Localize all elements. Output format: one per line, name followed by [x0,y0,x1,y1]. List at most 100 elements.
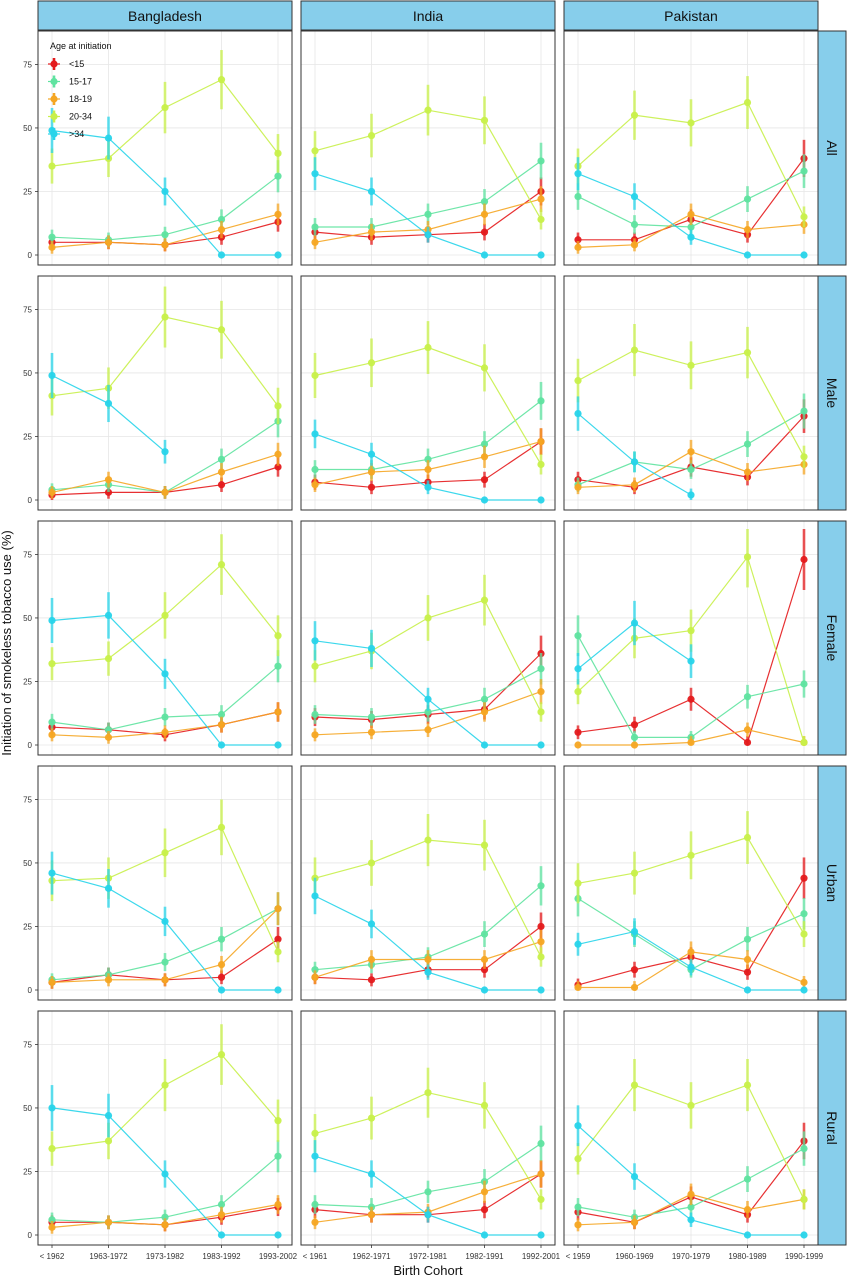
series-gt34 [574,396,695,500]
data-point [104,476,113,484]
data-point [424,1089,432,1097]
data-point [537,157,545,165]
strip-all [817,30,847,266]
series-15-17 [574,154,808,237]
data-point [48,660,56,668]
data-point [217,935,226,943]
data-point [480,228,489,236]
data-point [630,1081,639,1089]
panel-male-bangladesh: 0 25 50 75 [23,275,293,511]
x-tick-label: 1992-2001 [522,1252,561,1261]
data-point [537,688,545,696]
data-point [480,1231,489,1239]
data-point [630,220,639,229]
data-point [480,476,489,484]
data-point [311,371,319,380]
panel-border [37,30,293,266]
data-point [480,198,489,206]
data-point [630,869,639,877]
panel-all-pakistan [563,30,819,266]
series-18-19 [311,428,545,492]
panel-urban-india [300,765,556,1001]
data-point [480,440,489,448]
data-point [217,215,226,224]
legend: Age at initiation <15 15-17 18-19 20-34 >34 [48,41,112,140]
data-point [743,349,752,357]
data-point [480,596,489,604]
row-strips: All Male Female Urban Rural [817,30,847,1246]
data-point [800,930,808,938]
series-gt34 [311,621,545,749]
data-point [161,187,169,196]
data-point [367,920,376,928]
data-point [367,859,376,867]
data-point [161,1221,169,1229]
x-tick-label: < 1961 [303,1252,328,1261]
data-point [104,1218,113,1226]
legend-entry: <15 [48,58,84,70]
data-point [743,693,752,701]
legend-entry: 20-34 [48,110,92,123]
data-point [630,481,639,489]
y-tick-label: 0 [28,741,33,750]
panel-male-pakistan [563,275,819,511]
data-point [48,1145,56,1153]
x-tick-label: 1990-1999 [785,1252,824,1261]
data-point [743,195,752,203]
data-point [630,733,639,741]
data-point [217,1200,226,1209]
data-point [630,966,639,974]
data-point [537,460,545,469]
data-point [743,468,752,476]
data-point [161,488,169,496]
data-point [574,688,582,696]
data-point [574,170,582,178]
series-20-34 [311,321,545,475]
data-point [311,147,319,155]
data-point [311,1152,319,1160]
data-point [687,851,695,859]
data-point [48,718,56,726]
data-point [104,733,113,741]
data-point [48,1223,56,1231]
data-point [48,978,56,986]
data-point [161,611,169,620]
x-tick-label: 1982-1991 [465,1252,504,1261]
data-point [687,963,695,971]
data-point [574,192,582,201]
data-point [480,741,489,749]
strip-label-india: India [413,8,444,24]
x-tick-label: < 1959 [566,1252,591,1261]
data-point [424,968,432,976]
data-point [537,195,545,203]
y-tick-label: 0 [28,986,33,995]
panel-female-india [300,520,556,756]
series-gt34 [574,600,695,685]
data-point [217,986,226,994]
data-point [424,455,432,463]
legend-swatch-point [50,60,58,68]
data-point [630,721,639,729]
data-point [800,874,808,882]
data-point [274,450,282,458]
data-point [537,437,545,446]
strip-pakistan [563,0,819,31]
data-point [687,448,695,456]
data-point [274,632,282,640]
data-point [480,708,489,716]
legend-entry: 18-19 [48,93,92,105]
data-point [537,741,545,749]
data-point [311,1218,319,1226]
data-point [217,823,226,831]
panel-border [37,520,293,756]
data-point [217,721,226,729]
data-point [104,1111,113,1120]
data-point [311,973,319,981]
series-lt15 [574,529,808,747]
data-point [424,955,432,964]
data-point [424,1211,432,1219]
data-point [687,1101,695,1109]
data-point [104,399,113,408]
data-point [311,892,319,900]
data-point [537,1139,545,1148]
